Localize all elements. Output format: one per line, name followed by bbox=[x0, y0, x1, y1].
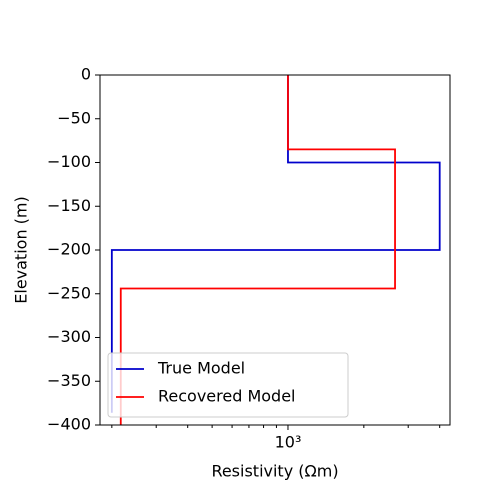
x-axis-label: Resistivity (Ωm) bbox=[211, 462, 338, 481]
y-tick-label: −200 bbox=[47, 240, 91, 259]
series-line bbox=[119, 75, 396, 425]
legend-label: True Model bbox=[157, 359, 245, 378]
y-tick-label: −350 bbox=[47, 371, 91, 390]
y-tick-label: −300 bbox=[47, 327, 91, 346]
y-tick-label: −250 bbox=[47, 283, 91, 302]
y-tick-label: −150 bbox=[47, 196, 91, 215]
y-tick-label: −50 bbox=[57, 108, 91, 127]
legend: True Model Recovered Model bbox=[107, 352, 349, 418]
x-tick-label: 10³ bbox=[275, 433, 302, 452]
y-tick-label: 0 bbox=[81, 65, 91, 84]
y-tick-label: −100 bbox=[47, 152, 91, 171]
legend-label: Recovered Model bbox=[158, 387, 296, 406]
legend-box bbox=[107, 352, 349, 418]
y-axis-label: Elevation (m) bbox=[12, 196, 31, 303]
y-tick-label: −400 bbox=[47, 415, 91, 434]
